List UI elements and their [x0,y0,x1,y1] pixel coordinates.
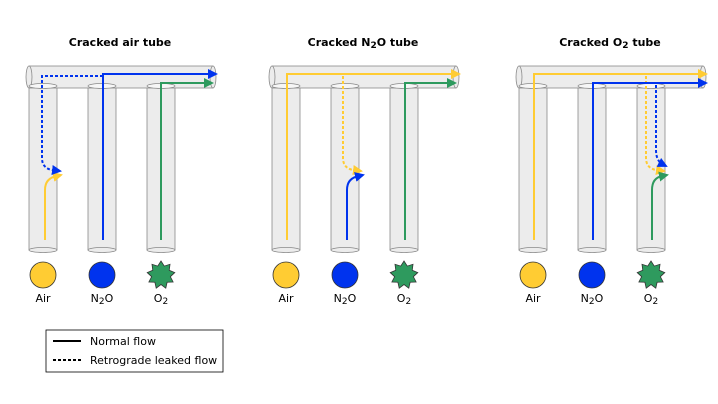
flow-lines [41,69,218,240]
gas-label-air: Air [525,292,541,305]
legend: Normal flow Retrograde leaked flow [45,329,224,373]
gas-labels: Air N2O O2 [35,292,168,307]
air-normal-flow [533,69,708,240]
gas-label-n2o: N2O [334,292,357,307]
blue-circle-icon [578,261,606,289]
panel-cracked-n2o-tube: Cracked N2O tube Air [268,36,461,307]
green-star-icon [389,260,419,289]
o2-normal-flow [404,78,457,240]
flow-lines [286,69,461,240]
gas-icons [519,260,666,289]
n2o-normal-flow [346,172,365,240]
blue-circle-icon [88,261,116,289]
tube-air [28,77,58,251]
panel-title: Cracked O2 tube [559,36,661,51]
green-star-icon [636,260,666,289]
panel-title: Cracked N2O tube [308,36,419,51]
tubes [25,65,217,253]
panel-title: Cracked air tube [69,36,172,49]
gas-label-o2: O2 [154,292,168,307]
gas-icons [29,260,176,289]
air-retrograde-flow [645,76,666,175]
gas-labels: Air N2O O2 [278,292,411,307]
gas-label-n2o: N2O [91,292,114,307]
legend-normal-label: Normal flow [90,335,156,348]
panel-cracked-o2-tube: Cracked O2 tube Air [515,36,708,307]
gas-label-air: Air [35,292,51,305]
yellow-circle-icon [519,261,547,289]
gas-label-air: Air [278,292,294,305]
green-star-icon [146,260,176,289]
o2-normal-flow [160,78,214,240]
air-normal-flow [44,172,63,240]
manifold-tube [271,65,457,89]
n2o-retrograde-flow [655,85,668,167]
tubes [515,65,707,253]
manifold-tube [518,65,704,89]
yellow-circle-icon [29,261,57,289]
air-normal-flow [286,69,461,240]
tube-n2o [330,77,360,251]
blue-circle-icon [331,261,359,289]
flow-lines [533,69,708,240]
o2-normal-flow [651,171,669,240]
gas-label-o2: O2 [644,292,658,307]
n2o-retrograde-flow [41,75,103,175]
gas-label-o2: O2 [397,292,411,307]
yellow-circle-icon [272,261,300,289]
n2o-normal-flow [592,78,708,240]
gas-labels: Air N2O O2 [525,292,658,307]
air-retrograde-flow [342,76,363,175]
gas-label-n2o: N2O [581,292,604,307]
legend-retrograde-label: Retrograde leaked flow [90,354,217,367]
n2o-normal-flow [102,69,218,240]
panel-cracked-air-tube: Cracked air tube Air [25,36,218,307]
gas-icons [272,260,419,289]
tubes [268,65,460,253]
legend-box [45,329,224,373]
